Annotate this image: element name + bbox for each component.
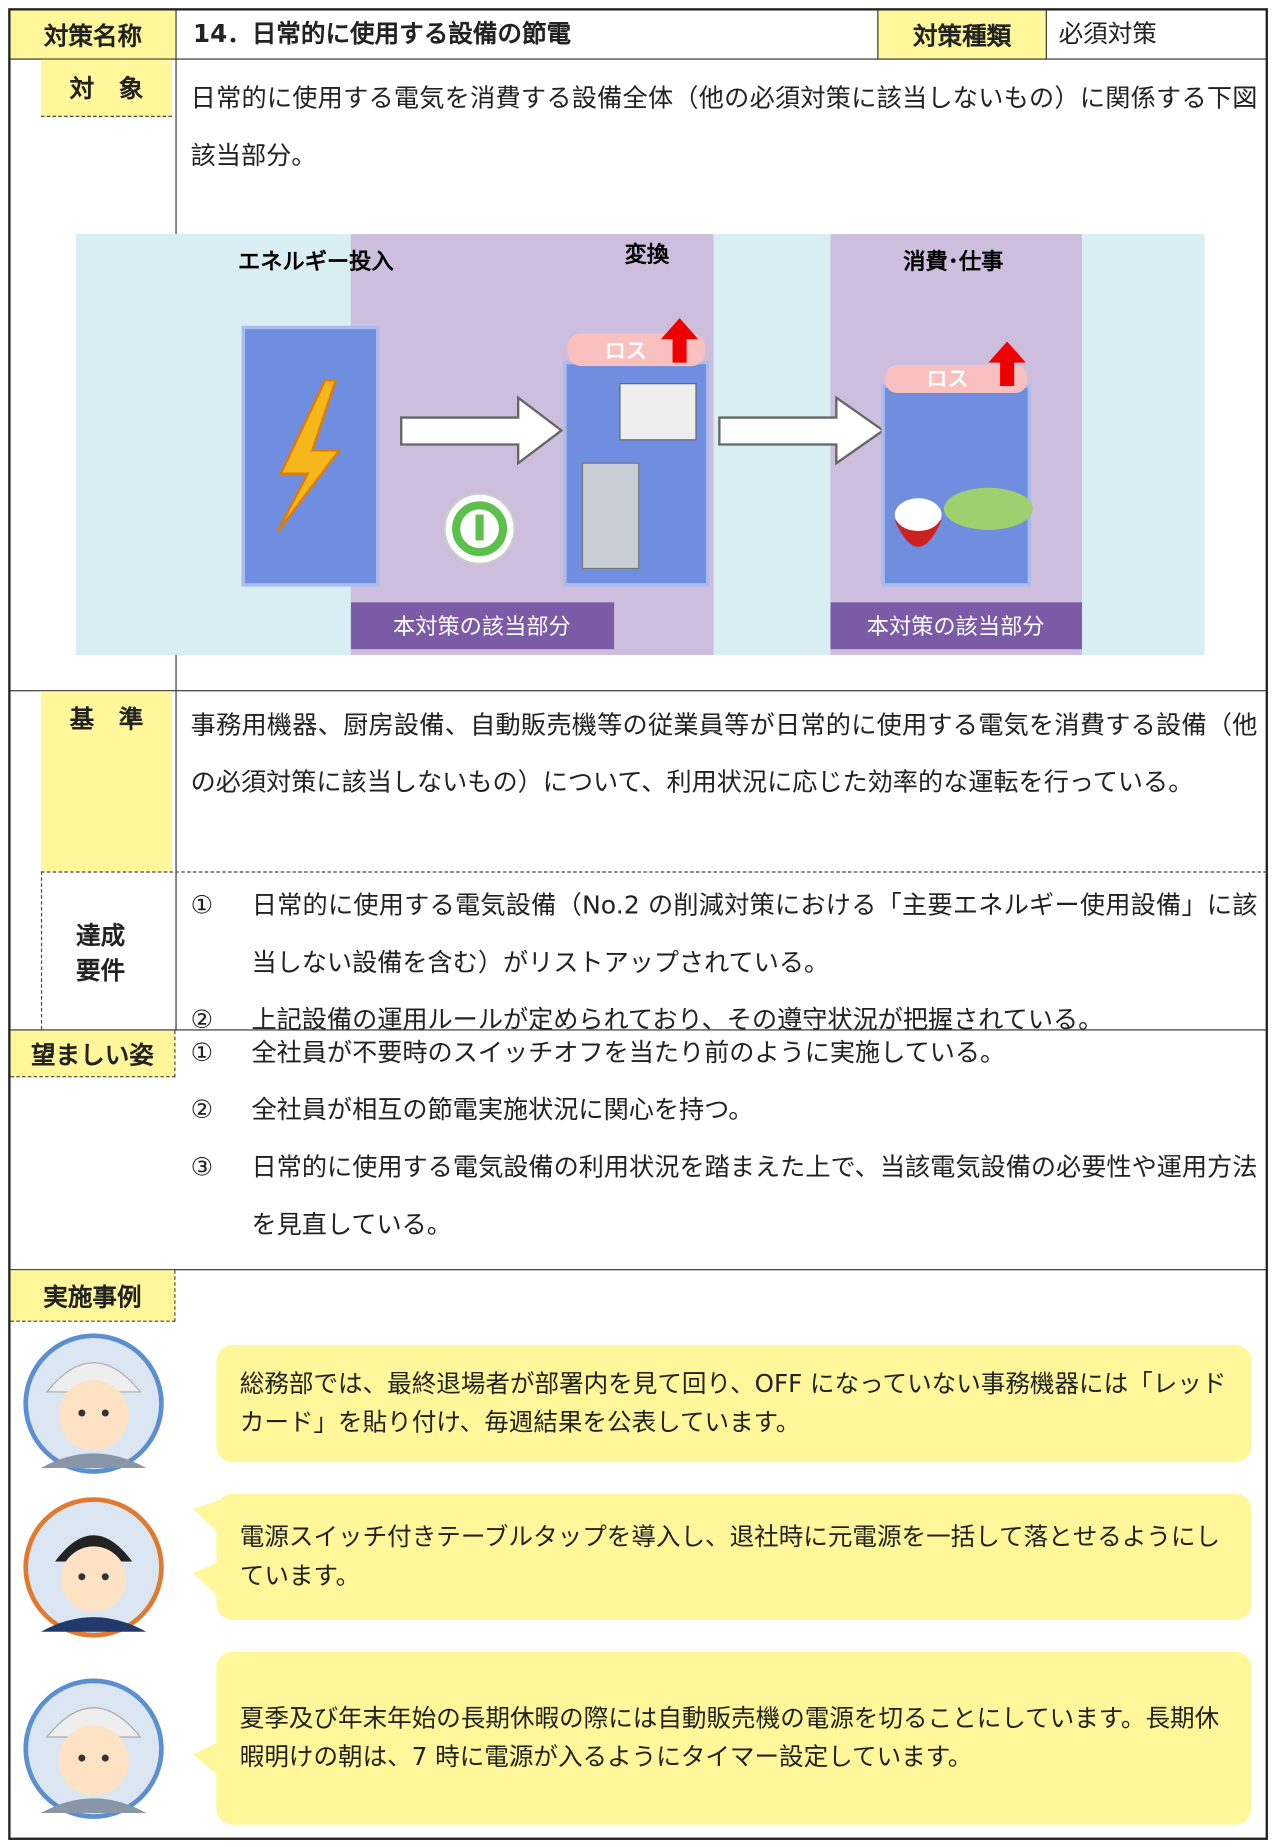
avatar-part — [58, 1725, 129, 1796]
stage-label: 変換 — [625, 241, 670, 268]
type-label: 対策種類 — [877, 10, 1047, 59]
stage-label: エネルギー投入 — [238, 249, 394, 275]
list-item: ① 日常的に使用する電気設備（No.2 の削減対策における「主要エネルギー使用設備… — [191, 877, 1258, 992]
divider — [10, 1029, 1267, 1031]
loss-arrow — [988, 341, 1026, 387]
avatar — [23, 1333, 164, 1474]
requirements-list: ① 日常的に使用する電気設備（No.2 の削減対策における「主要エネルギー使用設備… — [191, 877, 1258, 1049]
example-text: 電源スイッチ付きテーブルタップを導入し、退社時に元電源を一括して落とせるようにし… — [239, 1522, 1221, 1590]
dish — [943, 487, 1033, 530]
divider — [175, 871, 177, 1030]
item-text: 全社員が相互の節電実施状況に関心を持つ。 — [251, 1096, 754, 1126]
divider — [10, 1269, 1267, 1271]
ideal-label: 望ましい姿 — [10, 1030, 176, 1078]
avatar-part — [78, 1754, 86, 1762]
speech-bubble: 夏季及び年末年始の長期休暇の際には自動販売機の電源を切ることにしています。長期休… — [216, 1651, 1252, 1825]
avatar-part — [60, 1546, 127, 1612]
energy-diagram: エネルギー投入 変換 消費･仕事 ロス ロス 本対策の該当部分 本対策の該当部分 — [76, 233, 1205, 656]
divider — [10, 690, 1267, 692]
arrow — [400, 395, 564, 466]
example-text: 夏季及び年末年始の長期休暇の際には自動販売機の電源を切ることにしています。長期休… — [239, 1704, 1220, 1771]
stage-label: 消費･仕事 — [903, 249, 1003, 275]
avatar-part — [78, 1409, 86, 1417]
avatar-part — [101, 1573, 109, 1581]
marker: ① — [190, 891, 214, 921]
divider — [40, 871, 43, 1030]
avatars — [23, 1333, 229, 1819]
scope-tag — [830, 602, 1082, 650]
avatar — [23, 1497, 164, 1638]
loss-cloud — [567, 333, 706, 367]
scope-label: 本対策の該当部分 — [393, 614, 571, 640]
avatar-part — [45, 1362, 142, 1393]
lightning-icon — [276, 378, 342, 533]
marker: ② — [190, 1096, 214, 1126]
consumer-box — [881, 384, 1032, 587]
rice — [894, 498, 942, 532]
divider — [10, 58, 1267, 60]
list-item: ② 全社員が相互の節電実施状況に関心を持つ。 — [191, 1082, 1258, 1139]
avatar-part — [58, 1380, 129, 1451]
list-item: ③ 日常的に使用する電気設備の利用状況を踏まえた上で、当該電気設備の必要性や運用方… — [191, 1139, 1258, 1254]
divider — [40, 871, 1267, 873]
avatar-part — [101, 1409, 109, 1417]
measure-name: 14．日常的に使用する設備の節電 — [193, 19, 572, 48]
loss-label: ロス — [605, 338, 647, 363]
scope-label: 本対策の該当部分 — [867, 614, 1045, 640]
fridge — [581, 462, 640, 570]
ideal-list: ① 全社員が不要時のスイッチオフを当たり前のように実施している。 ② 全社員が相互の… — [191, 1025, 1258, 1254]
examples-label: 実施事例 — [10, 1270, 176, 1322]
avatar-part — [101, 1754, 109, 1762]
loss-label: ロス — [926, 366, 968, 391]
item-text: 全社員が不要時のスイッチオフを当たり前のように実施している。 — [251, 1038, 1006, 1068]
avatar-part — [40, 1798, 147, 1814]
loss-cloud — [885, 364, 1027, 394]
list-item: ① 全社員が不要時のスイッチオフを当たり前のように実施している。 — [191, 1025, 1258, 1082]
avatar — [23, 1678, 164, 1819]
criteria-text: 事務用機器、厨房設備、自動販売機等の従業員等が日常的に使用する電気を消費する設備… — [190, 711, 1258, 798]
target-label: 対 象 — [40, 59, 172, 117]
item-text: 日常的に使用する電気設備の利用状況を踏まえた上で、当該電気設備の必要性や運用方法… — [251, 1153, 1258, 1240]
scope-tag — [350, 602, 615, 650]
criteria-label: 基 準 — [40, 691, 172, 872]
target-text: 日常的に使用する電気を消費する設備全体（他の必須対策に該当しないもの）に関係する… — [190, 84, 1258, 171]
avatar-part — [78, 1573, 86, 1581]
divider — [175, 10, 177, 59]
marker: ① — [190, 1038, 214, 1068]
example-text: 総務部では、最終退場者が部署内を見て回り、OFF になっていない事務機器には「レ… — [239, 1369, 1227, 1437]
requirements-label: 達成要件 — [76, 921, 126, 985]
arrow — [718, 395, 886, 466]
speech-bubble: 総務部では、最終退場者が部署内を見て回り、OFF になっていない事務機器には「レ… — [216, 1345, 1252, 1463]
avatar-part — [45, 1707, 142, 1738]
divider — [175, 691, 177, 872]
measure-type: 必須対策 — [1058, 19, 1157, 48]
marker: ③ — [190, 1153, 214, 1183]
speech-bubble: 電源スイッチ付きテーブルタップを導入し、退社時に元電源を一括して落とせるようにし… — [216, 1493, 1252, 1621]
microwave — [619, 383, 697, 441]
power-icon — [452, 501, 508, 557]
name-label: 対策名称 — [10, 10, 176, 59]
outer-frame — [8, 8, 1268, 1840]
avatar-part — [40, 1453, 147, 1468]
loss-arrow — [660, 318, 699, 363]
avatar-part — [40, 1617, 147, 1632]
item-text: 日常的に使用する電気設備（No.2 の削減対策における「主要エネルギー使用設備」… — [251, 891, 1258, 978]
marker: ② — [190, 1005, 214, 1036]
